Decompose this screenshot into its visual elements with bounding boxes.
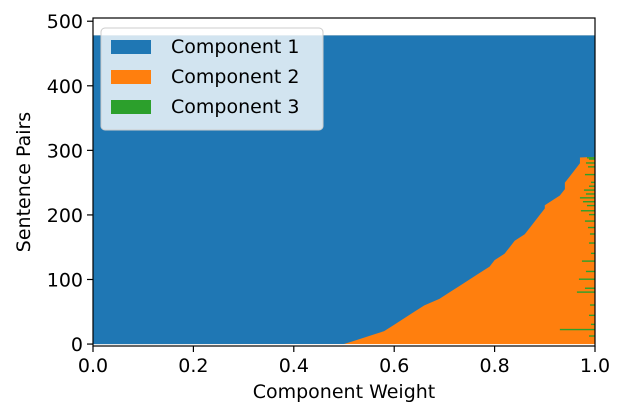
component-3-segment: [588, 158, 595, 160]
component-3-segment: [585, 193, 595, 195]
component-3-segment: [587, 166, 595, 168]
component-3-segment: [579, 197, 595, 199]
component-3-segment: [590, 181, 595, 184]
component-3-segment: [581, 260, 595, 262]
legend-label: Component 1: [171, 36, 299, 58]
y-tick-label: 200: [47, 205, 83, 227]
component-3-segment: [590, 323, 595, 326]
component-3-segment: [588, 242, 595, 244]
x-tick-label: 1.0: [580, 355, 610, 377]
x-axis-label: Component Weight: [253, 381, 436, 403]
component-3-segment: [582, 201, 595, 203]
component-3-segment: [587, 226, 595, 229]
x-tick-label: 0.8: [479, 355, 509, 377]
x-tick-label: 0.6: [379, 355, 409, 377]
x-tick-label: 0.4: [279, 355, 309, 377]
legend-swatch: [111, 40, 151, 54]
y-tick-label: 500: [47, 11, 83, 33]
legend-swatch: [111, 70, 151, 84]
component-3-segment: [580, 210, 595, 212]
component-3-segment: [578, 278, 595, 280]
x-tick-label: 0.0: [78, 355, 108, 377]
component-3-segment: [590, 252, 595, 255]
legend-swatch: [111, 100, 151, 114]
component-3-segment: [589, 304, 595, 306]
component-3-segment: [584, 287, 595, 289]
y-tick-label: 100: [47, 269, 83, 291]
component-3-segment: [588, 314, 595, 317]
component-3-segment: [588, 335, 595, 337]
component-3-segment: [584, 220, 595, 222]
component-3-segment: [576, 291, 595, 293]
component-3-segment: [586, 157, 595, 159]
y-tick-label: 300: [47, 140, 83, 162]
component-3-segment: [588, 213, 595, 216]
y-axis-label: Sentence Pairs: [13, 112, 35, 252]
component-3-segment: [584, 173, 595, 176]
component-3-segment: [588, 185, 595, 187]
legend-box: [100, 27, 324, 131]
component-3-segment: [585, 162, 595, 164]
legend-label: Component 3: [171, 96, 299, 118]
y-tick-label: 0: [71, 334, 83, 356]
y-tick-label: 400: [47, 76, 83, 98]
component-3-segment: [583, 189, 595, 191]
plot-frame: [92, 17, 596, 347]
component-3-segment: [586, 204, 595, 207]
legend-label: Component 2: [171, 66, 299, 88]
component-3-segment: [559, 328, 595, 331]
component-3-segment: [585, 270, 595, 273]
component-3-segment: [589, 233, 595, 235]
x-tick-label: 0.2: [178, 355, 208, 377]
